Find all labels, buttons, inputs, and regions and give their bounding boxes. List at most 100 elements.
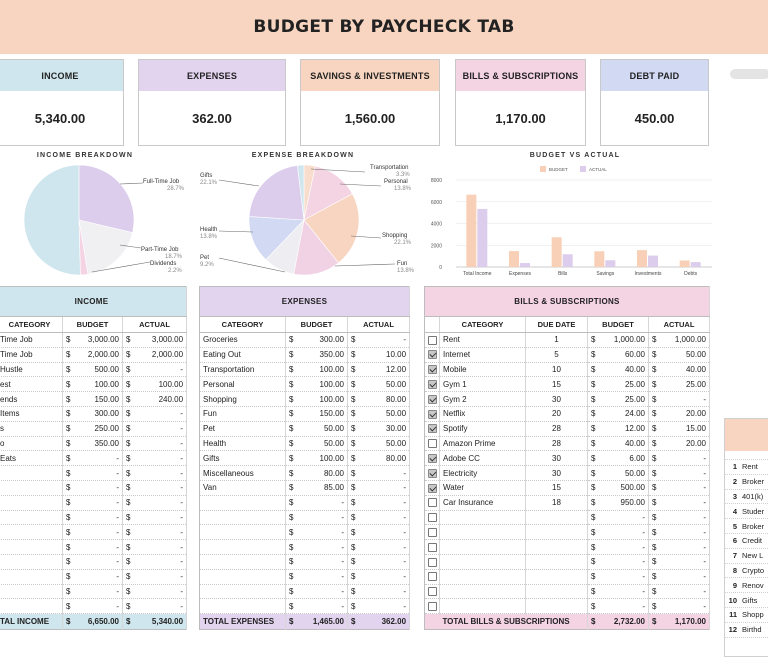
bills-category-cell[interactable]: Amazon Prime	[439, 436, 526, 452]
income-category-cell[interactable]	[0, 554, 63, 570]
expenses-category-cell[interactable]: Transportation	[199, 362, 286, 378]
expenses-category-cell[interactable]	[199, 510, 286, 526]
bills-due-date-cell[interactable]	[525, 598, 588, 615]
expenses-category-cell[interactable]: Eating Out	[199, 347, 286, 363]
expenses-category-cell[interactable]: Health	[199, 436, 286, 452]
bills-category-cell[interactable]	[439, 539, 526, 555]
expenses-category-cell[interactable]: Groceries	[199, 332, 286, 348]
chart-legend: BUDGET ACTUAL	[540, 166, 607, 172]
expense-leader-1	[310, 168, 366, 173]
income-category-cell[interactable]: Time Job	[0, 332, 63, 348]
bills-category-cell[interactable]: Car Insurance	[439, 495, 526, 511]
paid-checkbox[interactable]	[427, 439, 437, 449]
bills-due-date-cell[interactable]: 10	[525, 362, 588, 378]
expenses-category-cell[interactable]	[199, 554, 286, 570]
expenses-category-cell[interactable]: Miscellaneous	[199, 465, 286, 481]
income-total-budget-symbol: $	[66, 617, 71, 627]
paid-checkbox[interactable]	[427, 365, 437, 375]
bills-category-cell[interactable]: Electricity	[439, 465, 526, 481]
paid-checkbox[interactable]	[427, 601, 437, 611]
paid-checkbox[interactable]	[427, 513, 437, 523]
bills-category-cell[interactable]: Spotify	[439, 421, 526, 437]
bills-category-cell[interactable]: Gym 2	[439, 391, 526, 407]
paid-checkbox[interactable]	[427, 453, 437, 463]
paid-checkbox[interactable]	[427, 527, 437, 537]
paid-checkbox[interactable]	[427, 468, 437, 478]
bills-due-date-cell[interactable]: 15	[525, 480, 588, 496]
income-category-cell[interactable]: Items	[0, 406, 63, 422]
bills-category-cell[interactable]	[439, 584, 526, 600]
income-category-cell[interactable]: o	[0, 436, 63, 452]
bills-due-date-cell[interactable]: 1	[525, 332, 588, 348]
bills-category-cell[interactable]: Water	[439, 480, 526, 496]
income-category-cell[interactable]: Time Job	[0, 347, 63, 363]
paid-checkbox[interactable]	[427, 424, 437, 434]
expenses-category-cell[interactable]	[199, 569, 286, 585]
bills-due-date-cell[interactable]: 30	[525, 450, 588, 467]
paid-checkbox[interactable]	[427, 483, 437, 493]
expenses-category-cell[interactable]: Pet	[199, 421, 286, 437]
bills-category-cell[interactable]: Gym 1	[439, 376, 526, 393]
income-category-cell[interactable]	[0, 465, 63, 481]
income-category-cell[interactable]: est	[0, 376, 63, 393]
paid-checkbox[interactable]	[427, 572, 437, 582]
expenses-category-cell[interactable]	[199, 539, 286, 555]
bills-category-cell[interactable]	[439, 554, 526, 570]
expenses-category-cell[interactable]: Van	[199, 480, 286, 496]
expenses-category-cell[interactable]	[199, 495, 286, 511]
bills-category-cell[interactable]	[439, 569, 526, 585]
bills-due-date-cell[interactable]	[525, 584, 588, 600]
income-category-cell[interactable]	[0, 539, 63, 555]
income-category-cell[interactable]: Eats	[0, 450, 63, 467]
income-category-cell[interactable]: ends	[0, 391, 63, 407]
bills-category-cell[interactable]: Netflix	[439, 406, 526, 422]
bills-due-date-cell[interactable]	[525, 554, 588, 570]
bills-category-cell[interactable]: Mobile	[439, 362, 526, 378]
bills-due-date-cell[interactable]: 30	[525, 391, 588, 407]
bills-category-cell[interactable]: Internet	[439, 347, 526, 363]
income-category-cell[interactable]: s	[0, 421, 63, 437]
expenses-category-cell[interactable]	[199, 598, 286, 615]
income-category-cell[interactable]	[0, 569, 63, 585]
paid-checkbox[interactable]	[427, 542, 437, 552]
bills-due-date-cell[interactable]	[525, 539, 588, 555]
bills-due-date-cell[interactable]: 30	[525, 465, 588, 481]
bills-due-date-cell[interactable]	[525, 510, 588, 526]
paid-checkbox[interactable]	[427, 587, 437, 597]
paid-checkbox[interactable]	[427, 379, 437, 389]
bills-due-date-cell[interactable]: 28	[525, 436, 588, 452]
expenses-category-cell[interactable]: Fun	[199, 406, 286, 422]
paid-checkbox[interactable]	[427, 409, 437, 419]
bills-due-date-cell[interactable]: 15	[525, 376, 588, 393]
expenses-category-cell[interactable]: Personal	[199, 376, 286, 393]
bills-due-date-cell[interactable]: 20	[525, 406, 588, 422]
expenses-category-cell[interactable]	[199, 524, 286, 541]
paid-checkbox[interactable]	[427, 394, 437, 404]
bills-category-cell[interactable]	[439, 510, 526, 526]
bills-due-date-cell[interactable]	[525, 524, 588, 541]
bills-due-date-cell[interactable]: 5	[525, 347, 588, 363]
expenses-category-cell[interactable]: Shopping	[199, 391, 286, 407]
paid-checkbox[interactable]	[427, 498, 437, 508]
income-category-cell[interactable]	[0, 598, 63, 615]
expenses-category-cell[interactable]	[199, 584, 286, 600]
income-category-cell[interactable]	[0, 495, 63, 511]
paid-checkbox[interactable]	[427, 335, 437, 345]
income-category-cell[interactable]	[0, 524, 63, 541]
bills-due-date-cell[interactable]: 28	[525, 421, 588, 437]
bills-due-date-cell[interactable]: 18	[525, 495, 588, 511]
expenses-category-cell[interactable]: Gifts	[199, 450, 286, 467]
income-category-cell[interactable]	[0, 584, 63, 600]
paid-checkbox[interactable]	[427, 557, 437, 567]
income-actual-value: -	[180, 572, 184, 582]
bills-category-cell[interactable]	[439, 524, 526, 541]
income-category-cell[interactable]: Hustle	[0, 362, 63, 378]
bills-due-date-cell[interactable]	[525, 569, 588, 585]
income-category-cell[interactable]	[0, 510, 63, 526]
bills-category-cell[interactable]	[439, 598, 526, 615]
paid-checkbox[interactable]	[427, 350, 437, 360]
bills-category-cell[interactable]: Adobe CC	[439, 450, 526, 467]
horizontal-scrollbar[interactable]	[730, 69, 768, 79]
income-category-cell[interactable]	[0, 480, 63, 496]
bills-category-cell[interactable]: Rent	[439, 332, 526, 348]
